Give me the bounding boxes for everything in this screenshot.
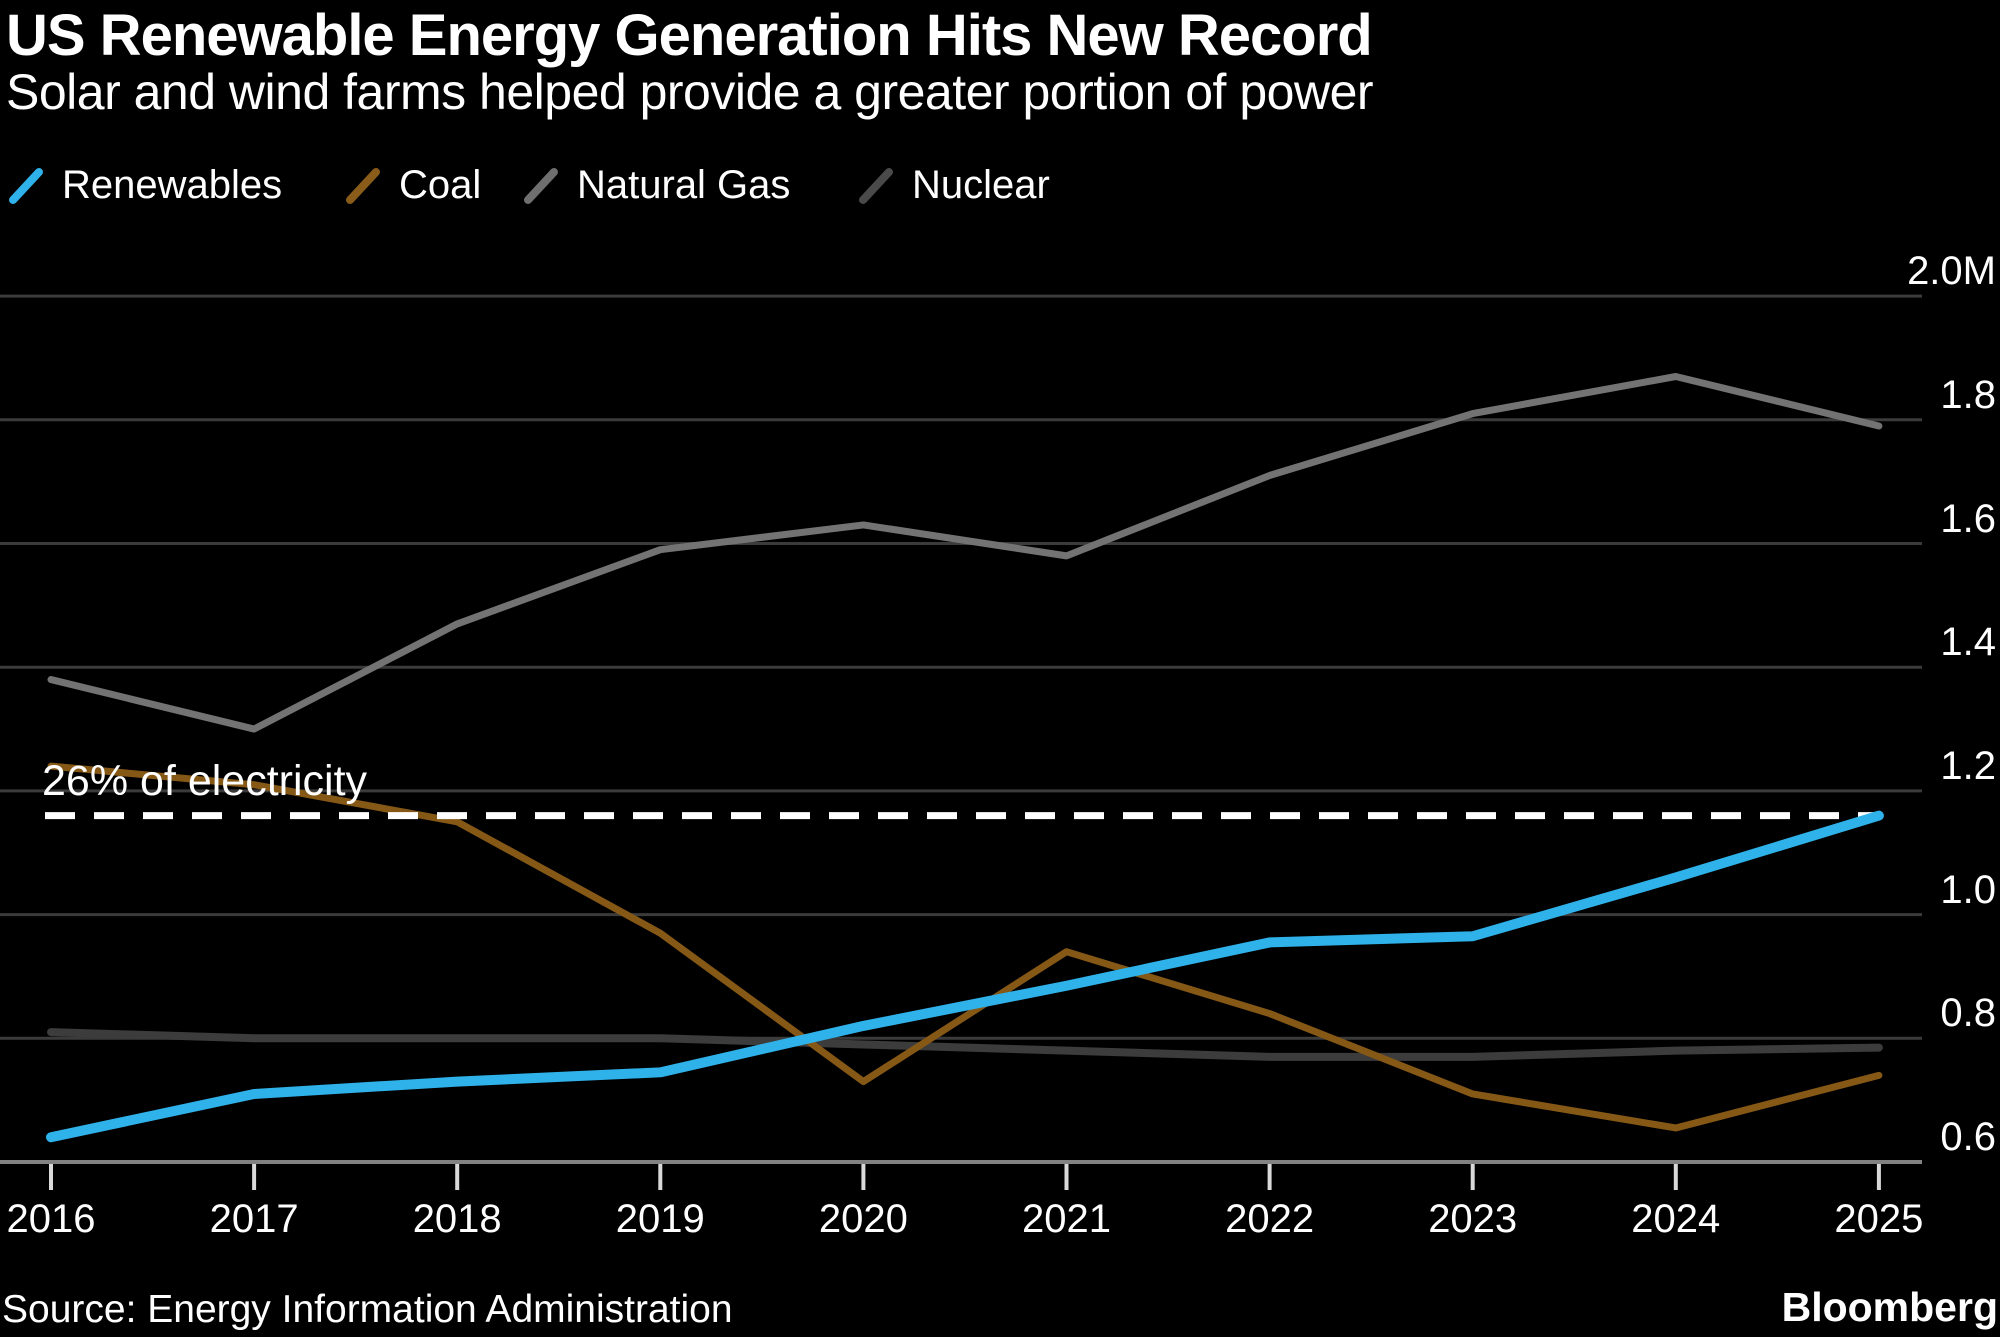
legend-item-renewables: Renewables [8,162,282,208]
annotation-label: 26% of electricity [42,757,368,805]
y-axis-label: 0.8 [1940,991,1996,1036]
source-text: Source: Energy Information Administratio… [2,1288,733,1331]
y-axis-label: 0.6 [1940,1115,1996,1159]
chart-title: US Renewable Energy Generation Hits New … [6,3,1373,68]
series-line-natural-gas [47,373,1883,733]
bloomberg-logo: Bloomberg [1781,1284,1998,1330]
legend-item-natural-gas: Natural Gas [523,162,790,208]
y-axis-label: 1.2 [1940,743,1996,788]
legend-item-coal: Coal [345,162,481,208]
y-axis-label: 1.0 [1940,867,1996,912]
nuclear-swatch-icon [859,168,893,204]
legend-item-nuclear: Nuclear [858,162,1050,208]
x-axis-label: 2016 [6,1197,96,1241]
legend-label-renewables: Renewables [62,163,283,207]
y-axis-label: 2.0M [1907,249,1996,294]
x-axis-label: 2020 [818,1197,908,1241]
y-axis-label: 1.6 [1940,496,1996,541]
legend-label-coal: Coal [399,163,482,207]
x-axis-label: 2021 [1022,1197,1111,1241]
series-line-renewables [46,810,1884,1143]
x-axis-label: 2019 [615,1197,705,1241]
x-axis-label: 2022 [1225,1197,1315,1241]
x-axis-label: 2018 [412,1197,502,1241]
legend-label-nuclear: Nuclear [912,163,1050,207]
renewables-swatch-icon [9,168,43,204]
y-axis-label: 1.4 [1940,620,1996,665]
x-axis-label: 2024 [1631,1197,1721,1241]
x-axis-label: 2025 [1834,1197,1924,1241]
coal-swatch-icon [346,168,380,204]
natural-gas-swatch-icon [524,168,558,204]
x-axis-label: 2017 [209,1197,299,1241]
series-line-nuclear [47,1028,1883,1061]
y-axis-label: 1.8 [1940,372,1996,417]
x-axis-label: 2023 [1428,1197,1518,1241]
legend-label-natural-gas: Natural Gas [577,163,791,207]
series-line-coal [47,762,1883,1132]
chart-subtitle: Solar and wind farms helped provide a gr… [6,64,1374,120]
